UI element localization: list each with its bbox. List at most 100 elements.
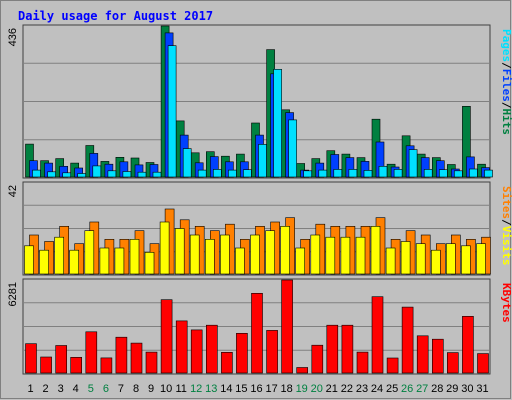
max-label-hits-files-pages: 436 [7,28,19,46]
day-label-19: 19 [296,383,308,395]
day-label-4: 4 [73,383,79,395]
side-label-hits-files-pages: Pages/Files/Hits [500,29,512,135]
bar-visits-19 [295,247,306,275]
bar-kbytes-11 [175,320,188,374]
bar-visits-29 [445,243,456,275]
day-label-17: 17 [265,383,277,395]
bar-pages-6 [107,170,117,178]
bar-pages-9 [152,171,162,178]
bar-pages-21 [333,169,343,178]
bar-kbytes-25 [386,357,399,374]
side-label-kbytes: KBytes [500,283,512,323]
day-label-5: 5 [88,383,94,395]
bar-kbytes-7 [115,336,128,374]
bar-pages-7 [122,171,132,178]
bar-kbytes-12 [190,329,203,374]
day-label-1: 1 [27,383,33,395]
bar-pages-29 [453,170,463,178]
side-label-separator: / [500,102,512,109]
bar-kbytes-1 [25,343,37,374]
bar-pages-22 [348,169,358,178]
bar-pages-3 [62,172,72,178]
bar-visits-15 [235,247,245,275]
bar-pages-8 [137,171,147,178]
bar-pages-1 [32,169,41,178]
bar-kbytes-20 [311,344,324,374]
bar-pages-5 [92,165,102,178]
bar-pages-14 [228,169,237,178]
bar-kbytes-14 [221,351,233,374]
bar-kbytes-13 [206,324,218,374]
bar-visits-18 [280,226,290,275]
bar-kbytes-29 [446,352,459,374]
side-label-pages: Pages [500,29,512,62]
max-label-kbytes: 6281 [7,282,19,306]
bar-visits-3 [54,236,65,275]
bar-kbytes-24 [371,296,384,374]
bar-kbytes-22 [341,324,354,374]
bar-visits-1 [24,245,34,275]
bar-pages-19 [303,170,313,178]
day-label-27: 27 [416,383,428,395]
bar-visits-11 [174,228,185,275]
bar-visits-28 [430,249,441,275]
day-label-24: 24 [371,383,383,395]
bar-kbytes-30 [462,315,474,374]
bar-kbytes-9 [145,351,158,374]
side-label-sites: Sites [500,186,512,219]
bar-pages-16 [258,144,267,178]
bar-visits-4 [69,249,79,275]
bar-pages-12 [197,169,207,178]
bar-visits-5 [84,230,95,275]
bar-visits-22 [340,236,351,275]
bar-kbytes-19 [296,367,309,374]
day-label-28: 28 [431,383,443,395]
side-label-visits-sites: Sites/Visits [500,186,512,266]
side-label-kbytes: KBytes [500,283,512,323]
day-label-8: 8 [133,383,139,395]
day-label-23: 23 [356,383,368,395]
day-label-15: 15 [235,383,247,395]
bar-pages-27 [423,169,433,178]
bar-pages-23 [363,170,373,178]
side-label-visits: Visits [500,226,512,266]
day-label-10: 10 [160,383,172,395]
day-label-2: 2 [43,383,49,395]
bar-visits-12 [189,234,200,275]
bar-visits-20 [310,234,321,275]
bar-kbytes-5 [85,331,98,374]
bar-visits-27 [415,243,426,275]
bar-visits-16 [250,234,260,275]
bar-visits-21 [325,236,336,275]
bar-kbytes-17 [266,330,278,374]
bar-kbytes-26 [401,306,414,374]
bar-kbytes-15 [236,332,248,374]
day-label-14: 14 [220,383,232,395]
bar-pages-17 [273,69,282,178]
bar-pages-30 [469,168,478,178]
bar-kbytes-2 [40,356,52,374]
bar-visits-6 [99,247,110,275]
day-label-18: 18 [280,383,292,395]
day-label-9: 9 [148,383,154,395]
day-label-12: 12 [190,383,202,395]
bar-visits-13 [205,239,215,275]
day-label-31: 31 [476,383,488,395]
day-label-6: 6 [103,383,109,395]
bar-visits-7 [114,247,125,275]
bar-kbytes-4 [70,356,82,374]
bar-visits-17 [265,230,275,275]
bar-visits-31 [476,243,486,275]
day-label-30: 30 [461,383,473,395]
day-label-26: 26 [401,383,413,395]
bar-pages-26 [408,149,418,178]
day-label-25: 25 [386,383,398,395]
bar-kbytes-16 [251,292,263,374]
bar-visits-2 [39,249,49,275]
bar-kbytes-27 [416,335,429,374]
bar-visits-30 [461,245,471,275]
day-label-29: 29 [446,383,458,395]
bar-pages-24 [378,166,388,178]
